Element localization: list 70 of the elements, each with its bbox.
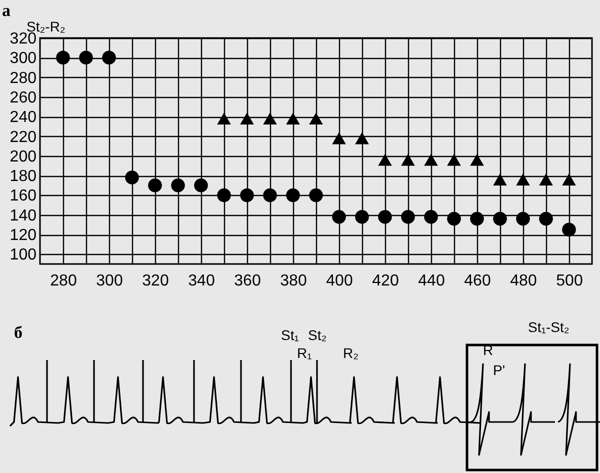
point bbox=[56, 50, 70, 65]
point bbox=[516, 174, 530, 186]
y-tick-label: 180 bbox=[10, 168, 37, 186]
point bbox=[539, 174, 553, 186]
point bbox=[401, 210, 415, 224]
y-tick-label: 140 bbox=[10, 207, 37, 224]
x-tick-label: 320 bbox=[142, 272, 169, 290]
y-tick-label: 300 bbox=[10, 50, 37, 68]
point bbox=[217, 188, 231, 202]
text: б bbox=[14, 323, 22, 343]
point bbox=[125, 170, 139, 184]
text: St₁ bbox=[281, 327, 299, 343]
text: R₁ bbox=[297, 345, 312, 361]
text: St₂ bbox=[308, 327, 327, 343]
y-tick-label: 100 bbox=[10, 246, 37, 264]
point bbox=[194, 178, 208, 192]
x-tick-label: 360 bbox=[234, 272, 261, 290]
point bbox=[332, 210, 346, 224]
point bbox=[562, 222, 576, 236]
x-tick-label: 480 bbox=[510, 272, 537, 290]
point bbox=[240, 188, 254, 202]
point bbox=[355, 210, 369, 224]
x-tick-label: 300 bbox=[96, 272, 123, 290]
point bbox=[355, 132, 369, 144]
point bbox=[401, 154, 415, 166]
x-tick-label: 280 bbox=[50, 272, 77, 290]
text: R₂ bbox=[343, 345, 359, 361]
point bbox=[263, 188, 277, 202]
text: St₁-St₂ bbox=[528, 319, 570, 335]
y-tick-label: 160 bbox=[10, 188, 37, 205]
point bbox=[217, 112, 231, 125]
point bbox=[171, 178, 185, 192]
y-tick-label: 280 bbox=[10, 70, 37, 87]
point bbox=[148, 178, 162, 192]
x-tick-label: 500 bbox=[556, 272, 583, 290]
point bbox=[286, 188, 300, 202]
point bbox=[493, 174, 507, 186]
point bbox=[539, 212, 553, 226]
point bbox=[309, 112, 323, 125]
x-tick-label: 400 bbox=[326, 272, 353, 290]
chart-title: а bbox=[2, 1, 11, 20]
point bbox=[516, 212, 530, 226]
x-tick-label: 440 bbox=[418, 272, 445, 290]
y-tick-label: 240 bbox=[10, 109, 37, 126]
point bbox=[424, 154, 438, 166]
x-tick-label: 340 bbox=[188, 272, 215, 290]
y-tick-label: 220 bbox=[10, 128, 37, 146]
point bbox=[493, 212, 507, 226]
point bbox=[378, 154, 392, 166]
point bbox=[332, 132, 346, 144]
x-tick-label: 380 bbox=[280, 272, 307, 290]
point bbox=[470, 212, 484, 226]
y-tick-label: 260 bbox=[10, 89, 37, 106]
text: P' bbox=[493, 362, 506, 378]
point bbox=[240, 112, 254, 125]
point bbox=[378, 210, 392, 224]
point bbox=[263, 112, 277, 125]
point bbox=[470, 154, 484, 166]
x-tick-label: 420 bbox=[372, 272, 399, 290]
point bbox=[447, 212, 461, 226]
point bbox=[447, 154, 461, 166]
point bbox=[102, 50, 116, 65]
point bbox=[562, 174, 576, 186]
x-tick-label: 460 bbox=[464, 272, 491, 290]
y-tick-label: 120 bbox=[10, 227, 37, 244]
point bbox=[309, 188, 323, 202]
point bbox=[79, 50, 93, 65]
point bbox=[286, 112, 300, 125]
y-tick-label: 200 bbox=[10, 148, 37, 166]
point bbox=[424, 210, 438, 224]
